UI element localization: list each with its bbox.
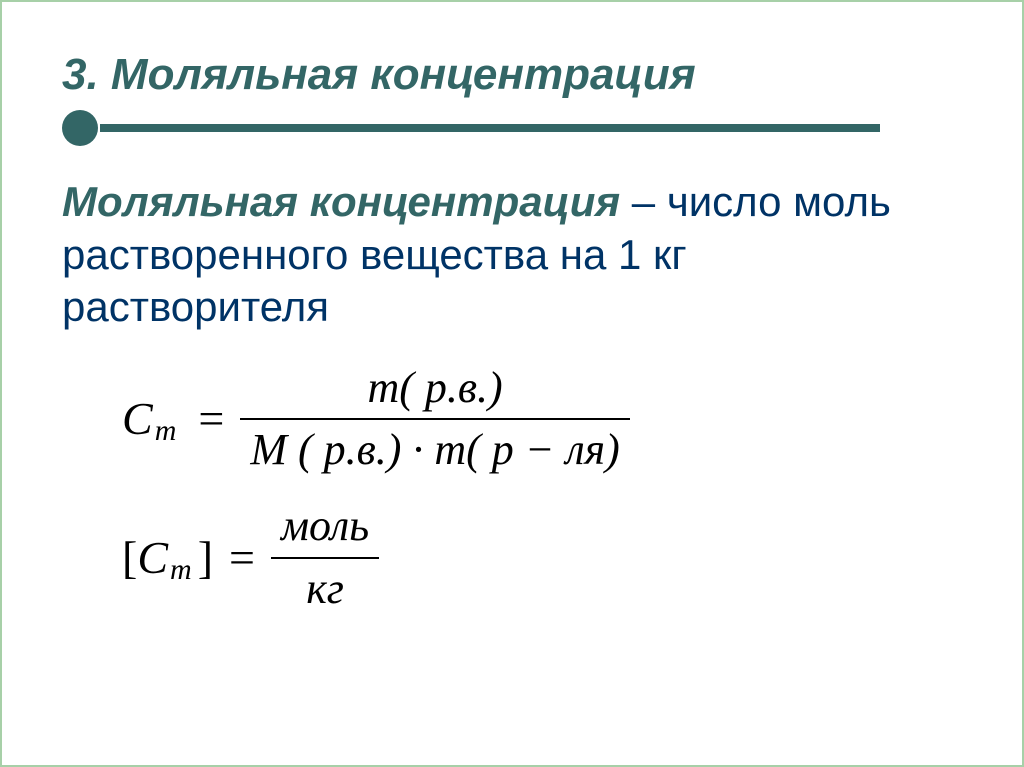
formula-block: Cm = m( р.в.) M ( р.в.) · m( р − ля) [Cm… <box>122 362 962 616</box>
formula-units-fraction: моль кг <box>271 500 379 615</box>
bracket-open: [ <box>122 531 137 584</box>
formula-units-lhs: [Cm] <box>122 531 213 584</box>
underline-bar-icon <box>100 124 880 132</box>
definition-term: Моляльная концентрация <box>62 178 620 225</box>
definition-text: Моляльная концентрация – число моль раст… <box>62 176 962 334</box>
formula-main-denominator: M ( р.в.) · m( р − ля) <box>240 424 629 476</box>
formula-main: Cm = m( р.в.) M ( р.в.) · m( р − ля) <box>122 362 962 477</box>
equals-icon: = <box>229 531 255 584</box>
formula-main-denominator-text: M ( р.в.) · m( р − ля) <box>250 425 619 474</box>
formula-units-denominator: кг <box>296 563 354 615</box>
fraction-bar-icon <box>240 418 629 420</box>
formula-main-var: C <box>122 392 153 445</box>
formula-main-sub: m <box>155 414 177 448</box>
formula-units: [Cm] = моль кг <box>122 500 962 615</box>
formula-units-sub: m <box>170 553 192 587</box>
formula-main-lhs: Cm <box>122 392 182 445</box>
bracket-close: ] <box>198 531 213 584</box>
fraction-bar-icon <box>271 557 379 559</box>
title-underline <box>62 118 962 138</box>
formula-main-numerator: m( р.в.) <box>357 362 512 414</box>
formula-units-var: C <box>137 531 168 584</box>
equals-icon: = <box>198 392 224 445</box>
formula-main-fraction: m( р.в.) M ( р.в.) · m( р − ля) <box>240 362 629 477</box>
formula-main-numerator-text: m( р.в.) <box>367 363 502 412</box>
formula-units-numerator: моль <box>271 500 379 552</box>
underline-dot-icon <box>62 110 98 146</box>
slide-title: 3. Моляльная концентрация <box>62 50 962 100</box>
